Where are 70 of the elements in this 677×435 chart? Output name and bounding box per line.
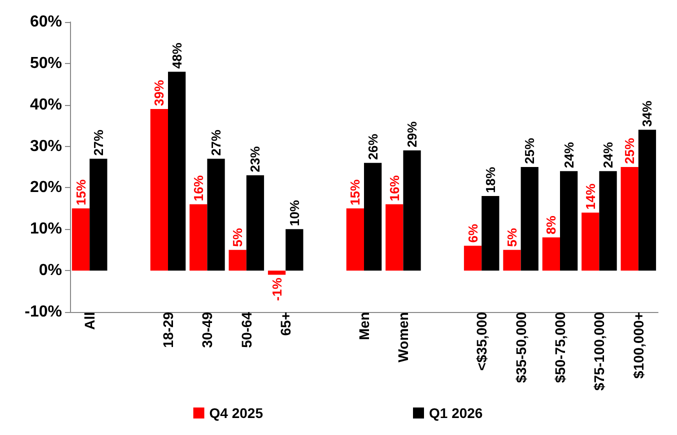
data-label: 14% [582,183,598,210]
bar [560,171,578,271]
data-label: 39% [152,80,167,106]
data-label: 23% [248,146,263,172]
bar [168,72,186,271]
y-tick-label: -10% [24,304,62,320]
data-label: 24% [600,142,616,168]
x-tick-label: 30-49 [199,312,216,348]
data-label: 27% [90,129,106,156]
x-tick-label: $50-75,000 [552,312,568,383]
bar [268,270,286,275]
bar [542,237,560,271]
bar [207,158,225,271]
x-tick-label: Men [356,312,372,340]
y-tick-label: 10% [30,220,62,238]
data-label: 34% [640,100,655,127]
data-label: 5% [504,228,520,247]
y-tick-label: 30% [30,138,62,155]
data-label: 25% [622,138,638,164]
bar [582,212,600,271]
y-tick-label: 20% [30,179,62,196]
bar [72,208,90,271]
y-tick-label: 60% [30,14,62,30]
data-label: 29% [404,120,420,148]
x-tick-label: $100,000+ [630,312,646,379]
data-label: 8% [544,215,559,234]
x-tick-label: 65+ [278,312,294,336]
x-tick-label: Women [395,312,412,362]
data-label: 26% [365,133,380,160]
bar [346,208,364,271]
bar [364,162,382,271]
y-tick-label: 40% [30,96,62,114]
data-label: 5% [230,228,246,247]
data-label: 16% [386,174,402,202]
data-label: 24% [561,142,576,168]
data-label: 15% [73,178,88,206]
data-label: 25% [522,138,538,164]
y-tick-label: 0% [38,262,62,280]
data-label: 15% [348,178,363,206]
data-label: 27% [208,129,224,156]
x-tick-label: $35-50,000 [512,312,529,383]
bar [190,204,208,271]
bar [599,171,617,271]
bar [464,246,482,271]
data-label: 6% [465,223,480,243]
bar [228,250,246,271]
bar [403,150,421,271]
bar [150,109,168,271]
bar [386,204,404,271]
bar [638,130,656,271]
x-tick-label: 50-64 [238,312,254,348]
bar [286,229,304,271]
legend-label: Q1 2026 [429,405,483,421]
x-tick-label: $75-100,000 [591,312,608,391]
data-label: 18% [482,166,498,193]
bar [620,167,638,271]
x-tick-label: 18-29 [160,312,176,348]
x-tick-label: <$35,000 [474,312,490,371]
bar [246,175,264,271]
bar [520,167,538,271]
data-label: 48% [169,42,184,69]
x-tick-label: All [82,312,98,330]
y-tick-label: 50% [30,54,62,72]
bar [482,196,500,271]
data-label: 16% [190,174,206,202]
data-label: -1% [269,277,284,301]
data-label: 10% [286,200,302,226]
bar [90,158,108,271]
legend-label: Q4 2025 [209,405,264,421]
bar [503,250,521,271]
